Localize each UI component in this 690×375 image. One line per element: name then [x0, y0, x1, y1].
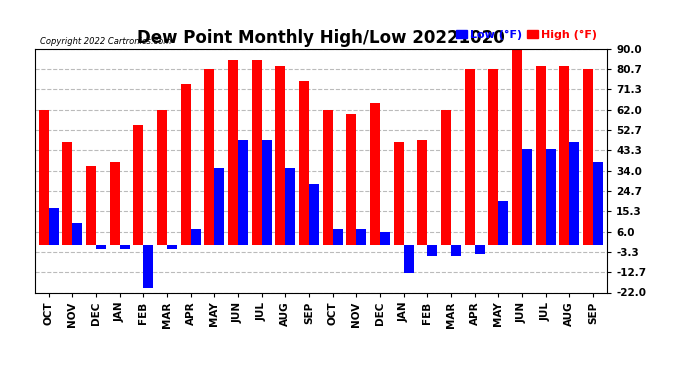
- Bar: [72, 223, 82, 245]
- Bar: [535, 66, 546, 244]
- Bar: [167, 244, 177, 249]
- Bar: [451, 244, 461, 255]
- Bar: [181, 84, 190, 245]
- Bar: [275, 66, 286, 244]
- Bar: [583, 69, 593, 244]
- Bar: [286, 168, 295, 244]
- Bar: [86, 166, 96, 244]
- Bar: [49, 208, 59, 245]
- Bar: [370, 103, 380, 244]
- Text: Copyright 2022 Cartronics.com: Copyright 2022 Cartronics.com: [40, 38, 172, 46]
- Bar: [417, 140, 427, 244]
- Bar: [380, 231, 390, 244]
- Bar: [119, 244, 130, 249]
- Bar: [96, 244, 106, 249]
- Bar: [215, 168, 224, 244]
- Bar: [498, 201, 509, 244]
- Bar: [346, 114, 356, 244]
- Bar: [157, 110, 167, 245]
- Bar: [593, 162, 603, 244]
- Bar: [62, 142, 72, 244]
- Bar: [228, 60, 238, 244]
- Bar: [309, 184, 319, 244]
- Bar: [569, 142, 580, 244]
- Bar: [190, 230, 201, 244]
- Bar: [475, 244, 484, 254]
- Bar: [252, 60, 262, 244]
- Bar: [299, 81, 309, 245]
- Bar: [404, 244, 413, 273]
- Title: Dew Point Monthly High/Low 20221020: Dew Point Monthly High/Low 20221020: [137, 29, 504, 47]
- Bar: [522, 149, 532, 244]
- Bar: [512, 49, 522, 244]
- Bar: [262, 140, 272, 244]
- Legend: Low (°F), High (°F): Low (°F), High (°F): [451, 25, 602, 44]
- Bar: [560, 66, 569, 244]
- Bar: [204, 69, 215, 244]
- Bar: [110, 162, 119, 244]
- Bar: [323, 110, 333, 245]
- Bar: [427, 244, 437, 255]
- Bar: [39, 110, 49, 245]
- Bar: [333, 230, 343, 244]
- Bar: [356, 230, 366, 244]
- Bar: [238, 140, 248, 244]
- Bar: [465, 69, 475, 244]
- Bar: [394, 142, 404, 244]
- Bar: [441, 110, 451, 245]
- Bar: [133, 125, 144, 244]
- Bar: [489, 69, 498, 244]
- Bar: [144, 244, 153, 288]
- Bar: [546, 149, 555, 244]
